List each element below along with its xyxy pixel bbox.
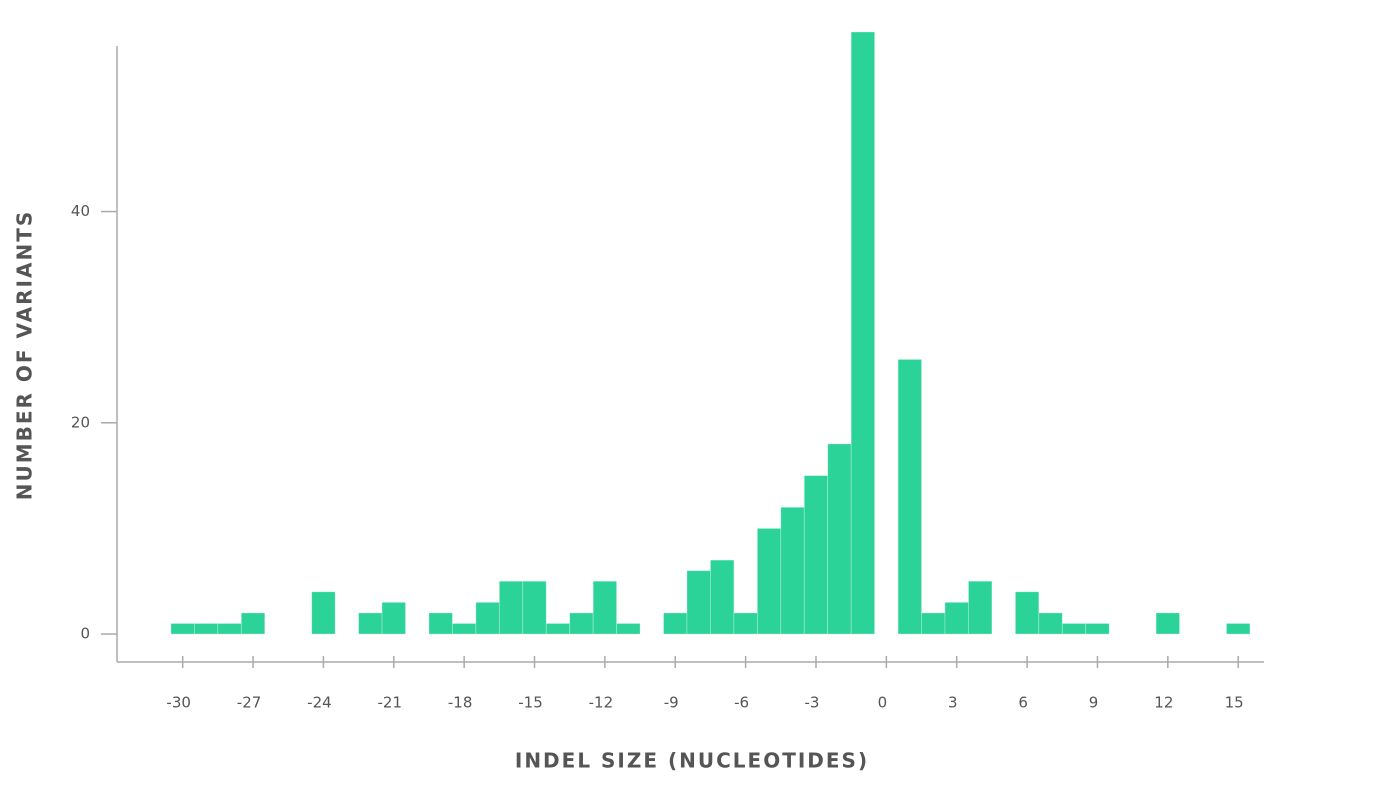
bar [311,591,336,635]
bar [944,601,969,635]
bar [803,475,829,635]
bar [756,528,782,635]
y-axis-title: NUMBER OF VARIANTS [13,210,37,500]
x-tick-label: -21 [378,694,403,712]
bar [1226,623,1251,635]
x-tick-label: -3 [805,694,820,712]
x-tick-label: 12 [1154,694,1173,712]
x-tick-label: -12 [589,694,614,712]
bar [780,506,805,635]
bar [616,623,641,635]
bar [428,612,453,635]
bar [1061,623,1087,635]
bar [381,601,406,635]
y-tick-label: 40 [71,202,90,220]
bar [522,580,547,635]
bar [827,443,852,635]
bar [921,612,946,635]
x-tick-label: -15 [518,694,543,712]
x-axis-title: INDEL SIZE (NUCLEOTIDES) [515,749,869,773]
bar [733,612,758,635]
y-tick-label: 0 [80,625,90,643]
bar [545,623,571,635]
bar [592,580,618,635]
bar [1038,612,1063,635]
x-tick-label: -24 [307,694,332,712]
bar [1155,612,1180,635]
bar [663,612,688,635]
bar [170,623,195,635]
bar [217,623,242,635]
bar [1085,623,1110,635]
x-tick-label: 3 [948,694,958,712]
x-tick-label: 15 [1225,694,1244,712]
x-tick-label: 6 [1018,694,1028,712]
y-tick-label: 20 [71,413,90,431]
bar [569,612,594,635]
bar [710,559,735,635]
x-tick-label: 0 [878,694,888,712]
x-tick-label: 9 [1089,694,1099,712]
bar [897,359,922,635]
bar [498,580,524,635]
bar [475,601,500,635]
bar [358,612,383,635]
bar [240,612,266,635]
x-tick-label: -30 [166,694,191,712]
x-tick-label: -6 [734,694,749,712]
bar [686,570,711,635]
bar [850,31,876,635]
x-tick-label: -18 [448,694,473,712]
bar [1014,591,1040,635]
bar [194,623,219,635]
bar [452,623,477,635]
bar [968,580,993,635]
x-tick-label: -27 [237,694,262,712]
x-tick-label: -9 [664,694,679,712]
